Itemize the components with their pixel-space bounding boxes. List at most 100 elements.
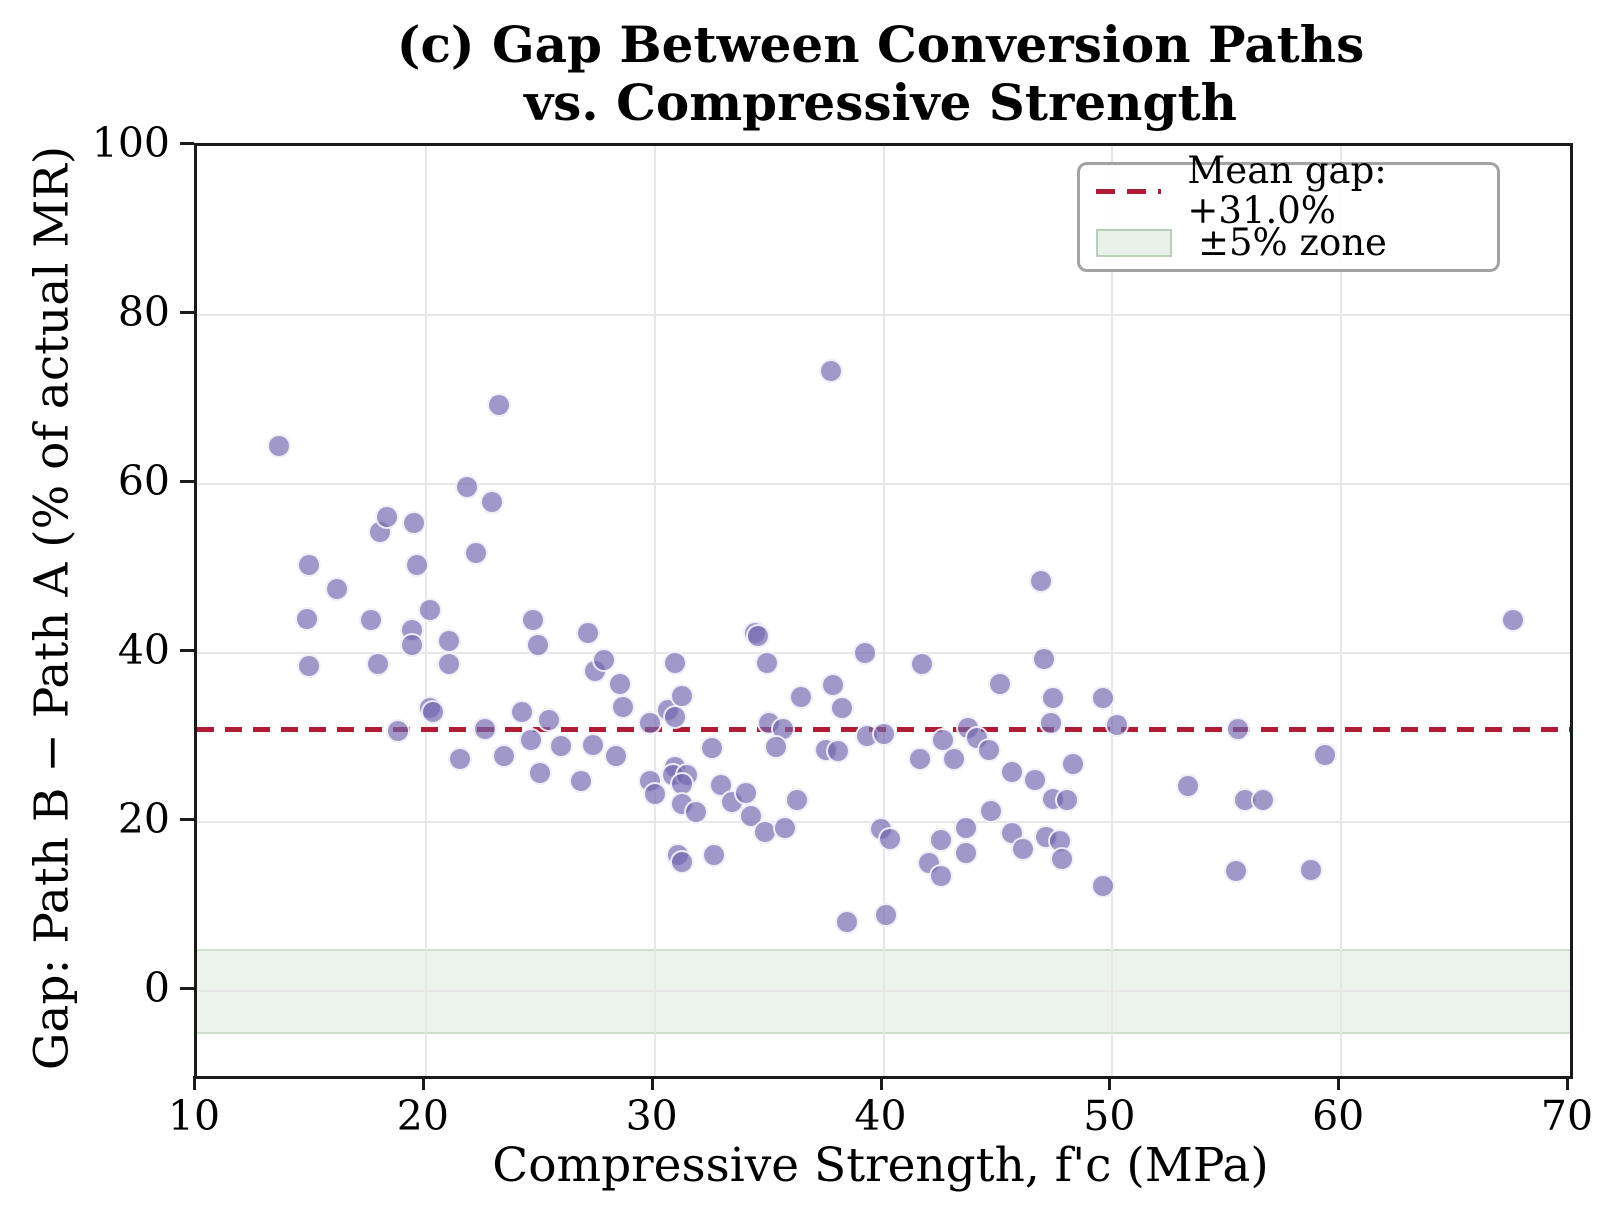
scatter-point xyxy=(400,632,425,657)
x-tick-label-30: 30 xyxy=(625,1092,678,1140)
plot-area xyxy=(194,143,1573,1079)
scatter-point xyxy=(1091,873,1116,898)
scatter-point xyxy=(509,700,534,725)
scatter-point xyxy=(1029,568,1054,593)
scatter-point xyxy=(642,782,667,807)
scatter-point xyxy=(702,843,727,868)
scatter-point xyxy=(763,735,788,760)
scatter-point xyxy=(1175,774,1200,798)
chart-title-line1: (c) Gap Between Conversion Paths xyxy=(396,15,1365,74)
scatter-point xyxy=(784,788,809,813)
x-tick-60 xyxy=(1337,1076,1341,1090)
gridline-y-40 xyxy=(197,652,1570,655)
gridline-x-30 xyxy=(653,146,656,1076)
y-tick-label-60: 60 xyxy=(117,457,170,506)
scatter-point xyxy=(745,624,770,649)
scatter-point xyxy=(603,744,628,769)
scatter-point xyxy=(928,863,953,888)
gridline-x-40 xyxy=(882,146,885,1076)
scatter-point xyxy=(942,746,967,771)
scatter-point xyxy=(754,650,779,675)
gridline-x-50 xyxy=(1111,146,1114,1076)
scatter-point xyxy=(576,620,601,645)
x-tick-70 xyxy=(1566,1076,1569,1090)
scatter-point xyxy=(1223,858,1248,883)
scatter-point xyxy=(773,816,798,841)
scatter-point xyxy=(464,540,489,565)
scatter-point xyxy=(480,489,505,514)
scatter-point xyxy=(374,505,399,530)
x-axis-label: Compressive Strength, f'c (MPa) xyxy=(492,1138,1269,1193)
y-tick-80 xyxy=(180,311,194,315)
scatter-point xyxy=(734,780,759,805)
scatter-point xyxy=(1226,717,1251,742)
scatter-point xyxy=(834,910,859,935)
x-tick-label-40: 40 xyxy=(854,1092,907,1140)
gridline-y-60 xyxy=(197,483,1570,486)
scatter-point xyxy=(1049,846,1074,871)
legend-row-zone: ±5% zone xyxy=(1080,217,1497,269)
x-tick-50 xyxy=(1108,1076,1112,1090)
scatter-point xyxy=(1022,768,1047,793)
legend-mean-label: Mean gap: +31.0% xyxy=(1187,149,1387,232)
scatter-point xyxy=(976,737,1001,762)
scatter-point xyxy=(821,672,846,697)
scatter-point xyxy=(592,648,617,673)
scatter-point xyxy=(294,607,319,632)
legend-row-mean: Mean gap: +31.0% xyxy=(1080,151,1497,231)
scatter-point xyxy=(297,653,322,678)
scatter-point xyxy=(670,850,695,875)
scatter-point xyxy=(825,739,850,764)
y-tick-60 xyxy=(180,480,194,484)
gridline-x-60 xyxy=(1340,146,1343,1076)
scatter-point xyxy=(818,358,843,383)
scatter-point xyxy=(1299,857,1324,882)
y-tick-0 xyxy=(180,987,194,991)
scatter-point xyxy=(1313,742,1338,767)
scatter-point xyxy=(999,760,1024,785)
scatter-point xyxy=(473,716,498,741)
chart-title-line2: vs. Compressive Strength xyxy=(524,73,1237,132)
scatter-point xyxy=(1251,788,1276,813)
scatter-point xyxy=(878,827,903,852)
y-tick-label-0: 0 xyxy=(143,964,170,1013)
scatter-point xyxy=(402,511,427,536)
scatter-point xyxy=(404,553,429,578)
scatter-point xyxy=(1031,647,1056,672)
x-tick-30 xyxy=(650,1076,654,1090)
scatter-point xyxy=(297,552,322,577)
scatter-point xyxy=(988,671,1013,696)
y-tick-label-100: 100 xyxy=(91,119,170,167)
scatter-point xyxy=(979,799,1004,824)
scatter-point xyxy=(537,708,562,733)
scatter-point xyxy=(1040,686,1065,711)
x-tick-40 xyxy=(879,1076,883,1090)
mean-line-swatch-icon xyxy=(1096,188,1162,194)
scatter-point xyxy=(436,652,461,677)
gridline-y-0 xyxy=(197,990,1570,993)
x-tick-20 xyxy=(421,1076,425,1090)
scatter-point xyxy=(1011,837,1036,862)
scatter-point xyxy=(928,828,953,853)
scatter-point xyxy=(1500,608,1525,633)
scatter-point xyxy=(871,721,896,746)
scatter-point xyxy=(521,608,546,633)
scatter-point xyxy=(873,903,898,928)
scatter-point xyxy=(548,734,573,759)
scatter-point xyxy=(528,761,553,786)
scatter-point xyxy=(683,800,708,825)
scatter-point xyxy=(910,652,935,677)
scatter-point xyxy=(580,732,605,757)
y-tick-label-20: 20 xyxy=(117,795,170,844)
scatter-point xyxy=(436,628,461,653)
scatter-point xyxy=(853,641,878,666)
zone-swatch-icon xyxy=(1096,229,1172,257)
y-tick-40 xyxy=(180,649,194,653)
x-tick-label-70: 70 xyxy=(1540,1092,1594,1140)
scatter-point xyxy=(1061,752,1086,777)
scatter-point xyxy=(519,728,544,753)
chart-title: (c) Gap Between Conversion Paths vs. Com… xyxy=(194,16,1567,132)
scatter-point xyxy=(1104,713,1129,738)
scatter-point xyxy=(455,474,480,499)
scatter-point xyxy=(663,650,688,675)
